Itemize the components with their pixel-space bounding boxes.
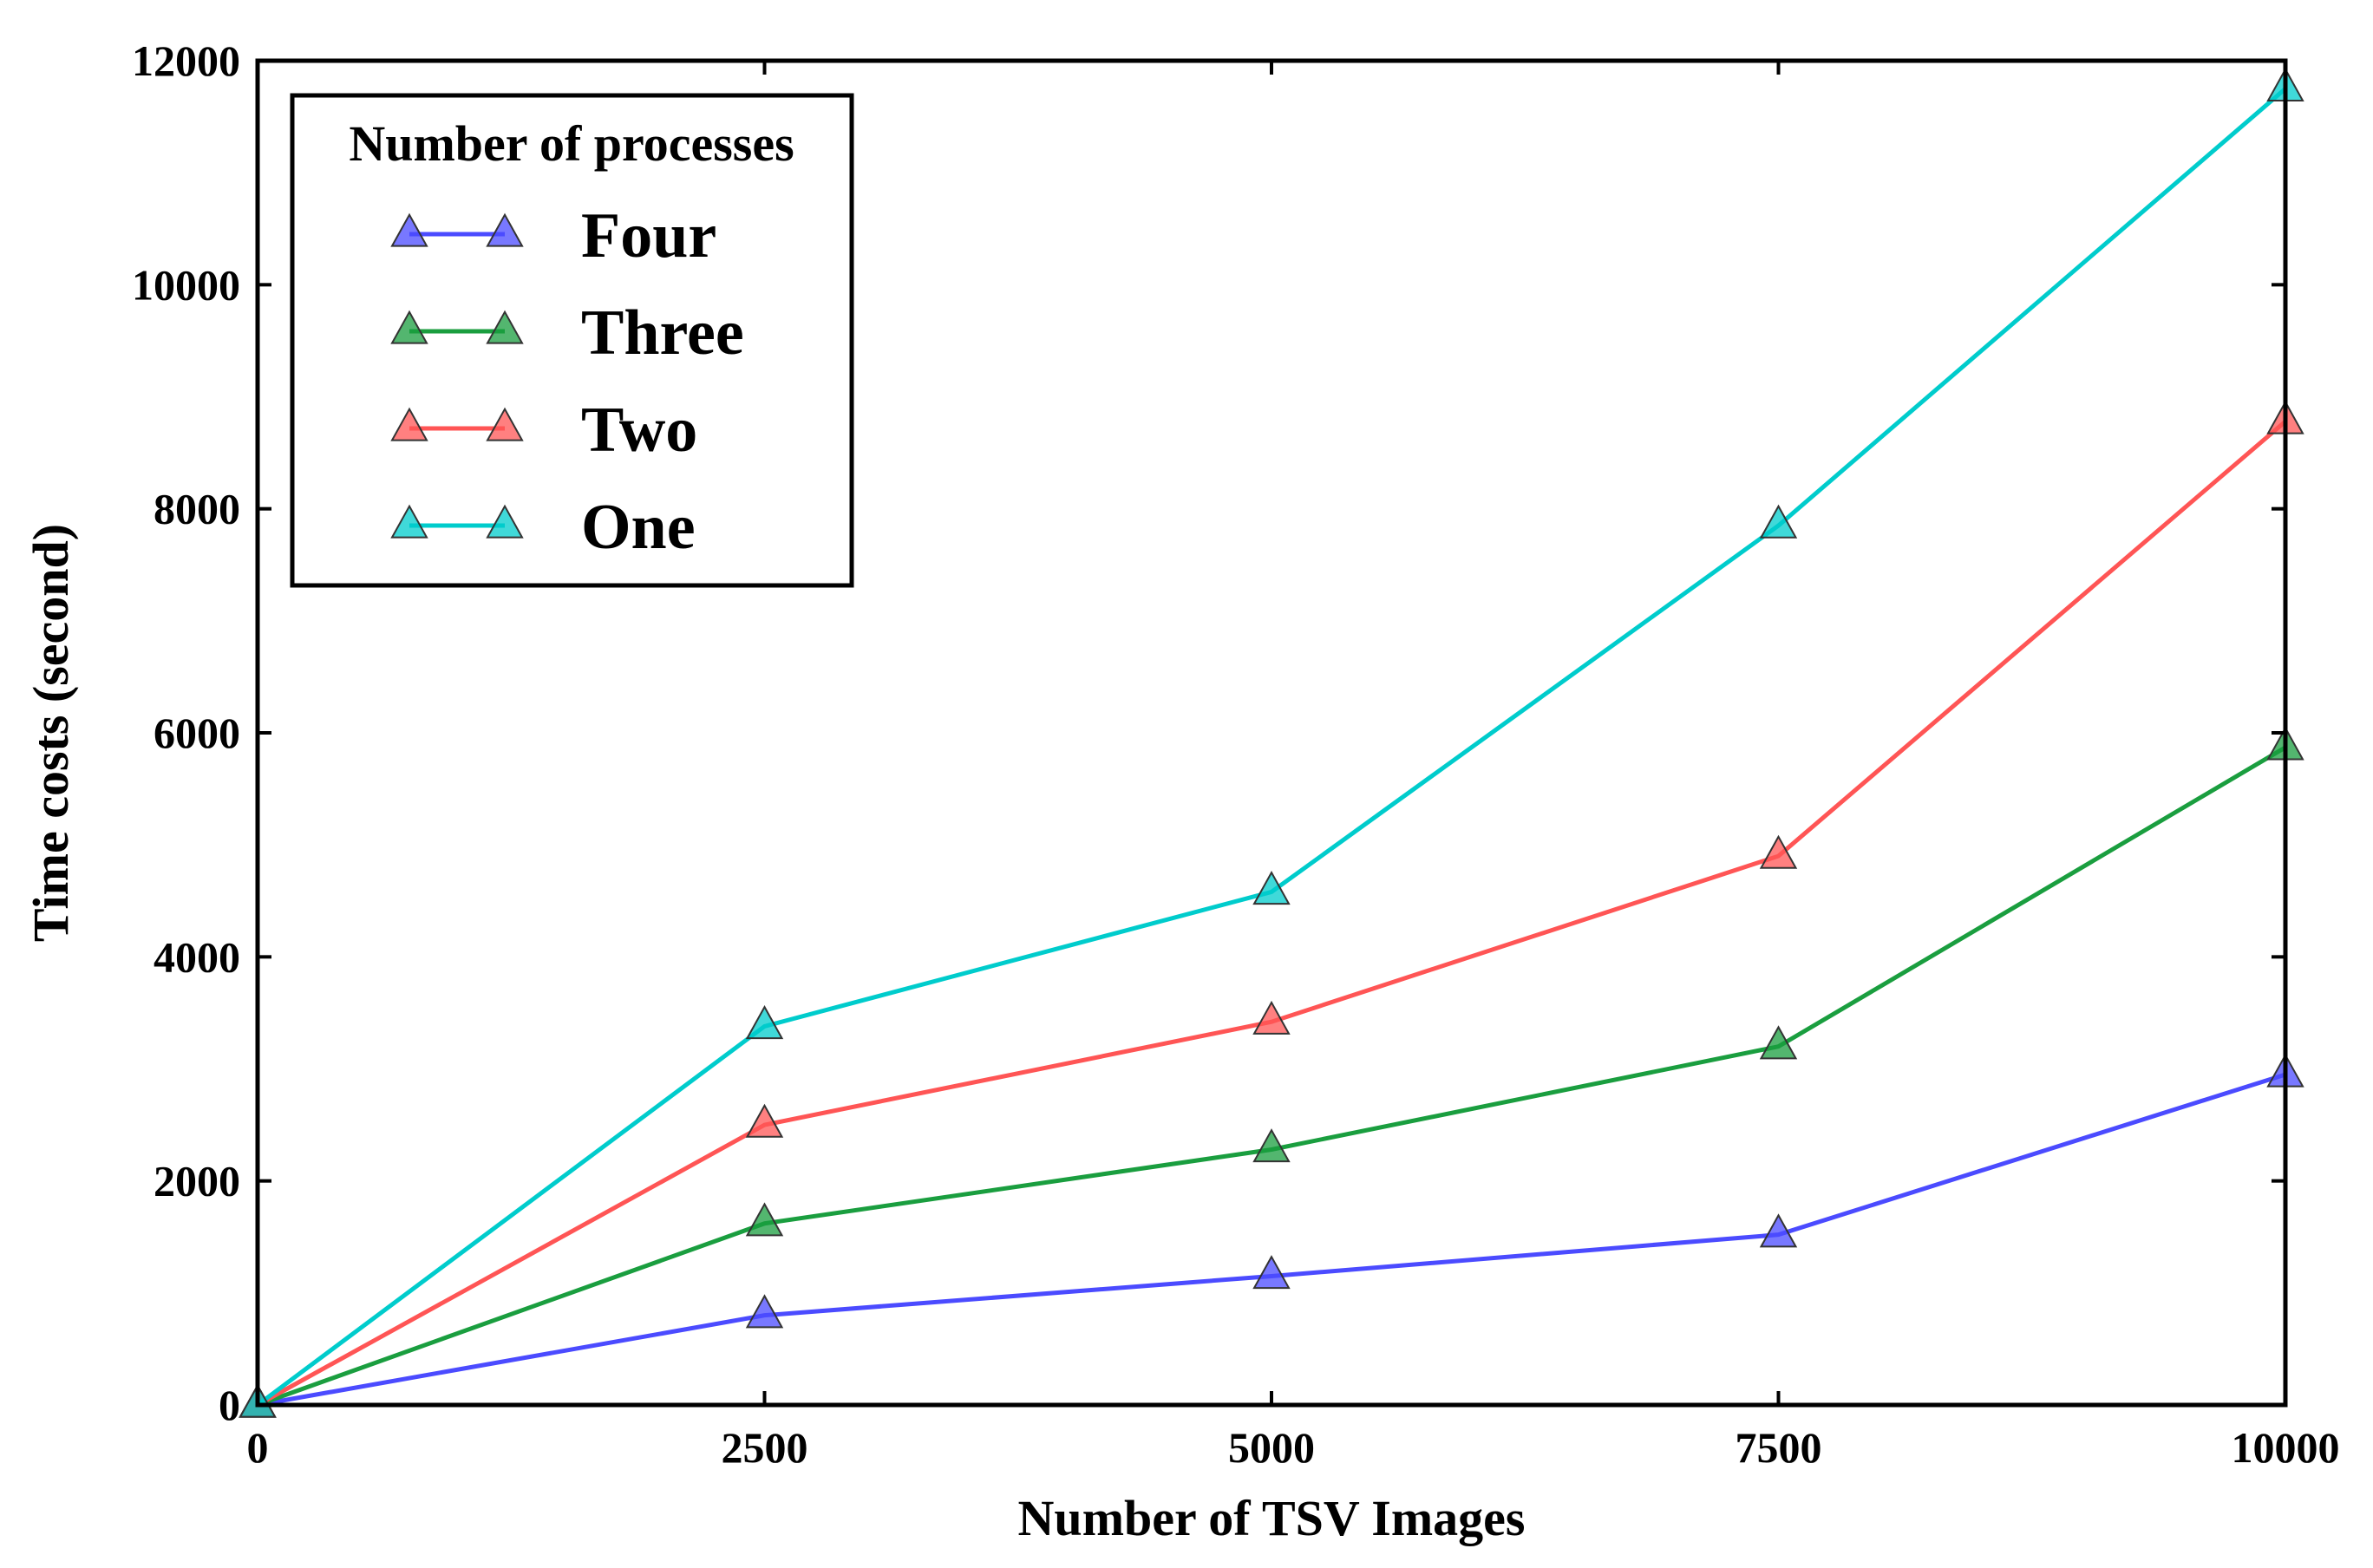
x-tick-label: 7500 xyxy=(1736,1423,1822,1472)
data-point-four xyxy=(1252,1255,1291,1290)
legend-marker-two xyxy=(390,407,428,441)
series-four xyxy=(239,1053,2304,1418)
legend-entries: Four Three Two One xyxy=(390,200,744,563)
series-one xyxy=(239,67,2304,1418)
x-axis-title: Number of TSV Images xyxy=(1018,1490,1526,1546)
data-point-one xyxy=(1252,871,1291,905)
y-tick-label: 2000 xyxy=(154,1157,240,1205)
data-point-one xyxy=(1759,504,1798,539)
legend-label-one: One xyxy=(581,492,696,563)
data-point-three xyxy=(745,1202,784,1237)
x-tick-label: 2500 xyxy=(722,1423,808,1472)
x-tick-label: 5000 xyxy=(1228,1423,1315,1472)
series-layer xyxy=(239,67,2304,1418)
series-line-four xyxy=(257,1072,2286,1408)
data-point-two xyxy=(1759,834,1798,869)
y-axis-title: Time costs (second) xyxy=(23,524,79,942)
y-tick-label: 0 xyxy=(219,1381,240,1429)
legend-entry-three: Three xyxy=(390,297,744,369)
y-tick-label: 6000 xyxy=(154,709,240,757)
y-tick-label: 4000 xyxy=(154,932,240,981)
x-tick-label: 10000 xyxy=(2232,1423,2340,1472)
legend-entry-two: Two xyxy=(390,395,697,466)
legend: Number of processes Four Three Two One xyxy=(290,93,854,588)
legend-label-four: Four xyxy=(581,200,716,271)
series-line-three xyxy=(257,745,2287,1408)
data-point-three xyxy=(1252,1128,1291,1163)
data-point-three xyxy=(1759,1025,1798,1060)
legend-marker-four xyxy=(390,212,428,247)
y-tick-label: 12000 xyxy=(132,36,240,85)
legend-label-two: Two xyxy=(581,395,697,466)
legend-marker-two xyxy=(486,407,524,441)
legend-box xyxy=(290,93,854,588)
series-three xyxy=(239,726,2304,1418)
y-tick-label: 10000 xyxy=(132,260,240,309)
data-point-two xyxy=(1252,1000,1291,1035)
y-tick-label: 8000 xyxy=(154,485,240,533)
legend-marker-three xyxy=(486,310,524,344)
data-point-four xyxy=(1759,1213,1798,1248)
legend-marker-one xyxy=(486,504,524,539)
data-point-one xyxy=(745,1005,784,1040)
legend-entry-four: Four xyxy=(390,200,716,271)
legend-title: Number of processes xyxy=(349,115,794,172)
data-point-four xyxy=(745,1294,784,1329)
x-tick-label: 0 xyxy=(247,1423,269,1472)
legend-label-three: Three xyxy=(581,297,744,369)
data-point-two xyxy=(745,1103,784,1138)
axis-ticks: 0 2500 5000 7500 10000 0 2000 4000 6000 8000 10000… xyxy=(132,36,2340,1472)
legend-entry-one: One xyxy=(390,492,696,563)
legend-marker-one xyxy=(390,504,428,539)
legend-marker-four xyxy=(486,212,524,247)
legend-marker-three xyxy=(390,310,428,344)
